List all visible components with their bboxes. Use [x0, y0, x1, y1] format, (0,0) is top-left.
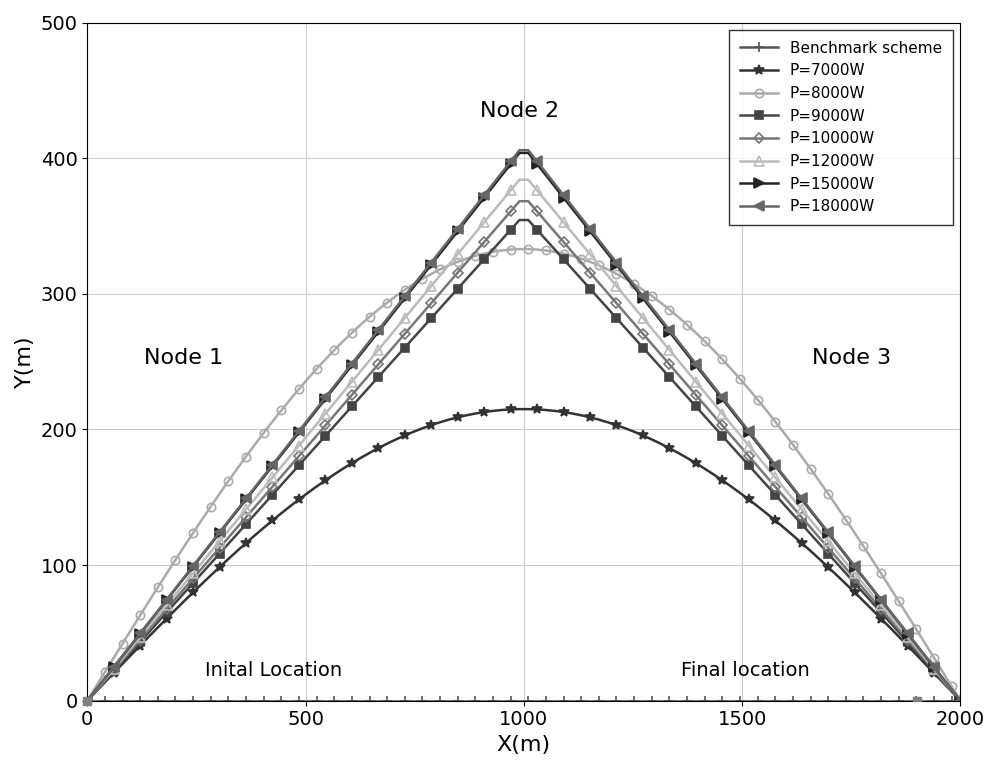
Line: P=15000W: P=15000W: [82, 148, 965, 705]
P=8000W: [513, 244, 525, 253]
Text: Node 3: Node 3: [812, 348, 891, 368]
P=18000W: [284, 437, 296, 447]
P=10000W: [954, 696, 966, 705]
P=9000W: [610, 313, 622, 323]
P=15000W: [919, 651, 931, 661]
P=12000W: [249, 494, 261, 504]
Text: Final location: Final location: [681, 661, 810, 681]
Line: Benchmark scheme: Benchmark scheme: [82, 696, 965, 705]
P=7000W: [249, 531, 261, 540]
Line: P=12000W: P=12000W: [82, 175, 965, 705]
P=9000W: [284, 470, 296, 480]
P=12000W: [893, 621, 905, 631]
P=8000W: [81, 696, 93, 705]
P=7000W: [610, 420, 622, 430]
P=12000W: [954, 696, 966, 705]
P=18000W: [540, 168, 552, 177]
P=7000W: [513, 404, 525, 413]
P=9000W: [893, 628, 905, 637]
P=15000W: [540, 171, 552, 180]
P=12000W: [284, 451, 296, 460]
Text: Inital Location: Inital Location: [205, 661, 342, 681]
P=7000W: [284, 501, 296, 511]
P=18000W: [610, 258, 622, 267]
P=10000W: [610, 299, 622, 308]
P=15000W: [954, 696, 966, 705]
P=8000W: [249, 440, 261, 449]
P=18000W: [893, 618, 905, 627]
P=7000W: [540, 405, 552, 414]
P=15000W: [513, 149, 525, 158]
P=8000W: [893, 597, 905, 606]
Benchmark scheme: [910, 696, 922, 705]
P=10000W: [540, 217, 552, 226]
P=7000W: [893, 632, 905, 641]
P=10000W: [893, 624, 905, 634]
P=9000W: [540, 235, 552, 244]
Text: Node 1: Node 1: [144, 348, 223, 368]
Line: P=10000W: P=10000W: [84, 198, 964, 705]
P=18000W: [249, 483, 261, 492]
P=9000W: [249, 510, 261, 519]
P=18000W: [513, 146, 525, 155]
Text: Node 2: Node 2: [480, 102, 559, 122]
P=7000W: [81, 696, 93, 705]
P=18000W: [919, 651, 931, 661]
P=12000W: [81, 696, 93, 705]
Line: P=9000W: P=9000W: [83, 216, 965, 705]
P=7000W: [919, 659, 931, 668]
Legend: Benchmark scheme, P=7000W, P=8000W, P=9000W, P=10000W, P=12000W, P=15000W, P=180: Benchmark scheme, P=7000W, P=8000W, P=90…: [729, 30, 953, 225]
P=8000W: [610, 270, 622, 279]
P=10000W: [522, 196, 534, 206]
P=15000W: [893, 618, 905, 627]
Benchmark scheme: [602, 696, 614, 705]
P=8000W: [954, 696, 966, 705]
Benchmark scheme: [531, 696, 543, 705]
P=10000W: [919, 655, 931, 665]
P=9000W: [919, 657, 931, 666]
P=8000W: [284, 395, 296, 404]
P=10000W: [249, 502, 261, 511]
Line: P=7000W: P=7000W: [82, 404, 965, 705]
P=10000W: [81, 696, 93, 705]
X-axis label: X(m): X(m): [497, 735, 551, 755]
Benchmark scheme: [81, 696, 93, 705]
Benchmark scheme: [884, 696, 896, 705]
Benchmark scheme: [249, 696, 261, 705]
P=9000W: [522, 216, 534, 225]
P=8000W: [919, 639, 931, 648]
Line: P=18000W: P=18000W: [82, 146, 965, 705]
P=10000W: [284, 462, 296, 471]
P=15000W: [284, 439, 296, 448]
P=15000W: [249, 484, 261, 493]
P=15000W: [610, 260, 622, 269]
Benchmark scheme: [284, 696, 296, 705]
P=12000W: [610, 282, 622, 291]
P=15000W: [81, 696, 93, 705]
P=18000W: [81, 696, 93, 705]
Line: P=8000W: P=8000W: [83, 245, 965, 705]
P=7000W: [954, 696, 966, 705]
P=12000W: [513, 175, 525, 184]
P=12000W: [919, 654, 931, 663]
P=9000W: [81, 696, 93, 705]
Y-axis label: Y(m): Y(m): [15, 335, 35, 388]
P=18000W: [954, 696, 966, 705]
P=12000W: [540, 196, 552, 206]
P=8000W: [540, 246, 552, 255]
P=9000W: [954, 696, 966, 705]
Benchmark scheme: [954, 696, 966, 705]
